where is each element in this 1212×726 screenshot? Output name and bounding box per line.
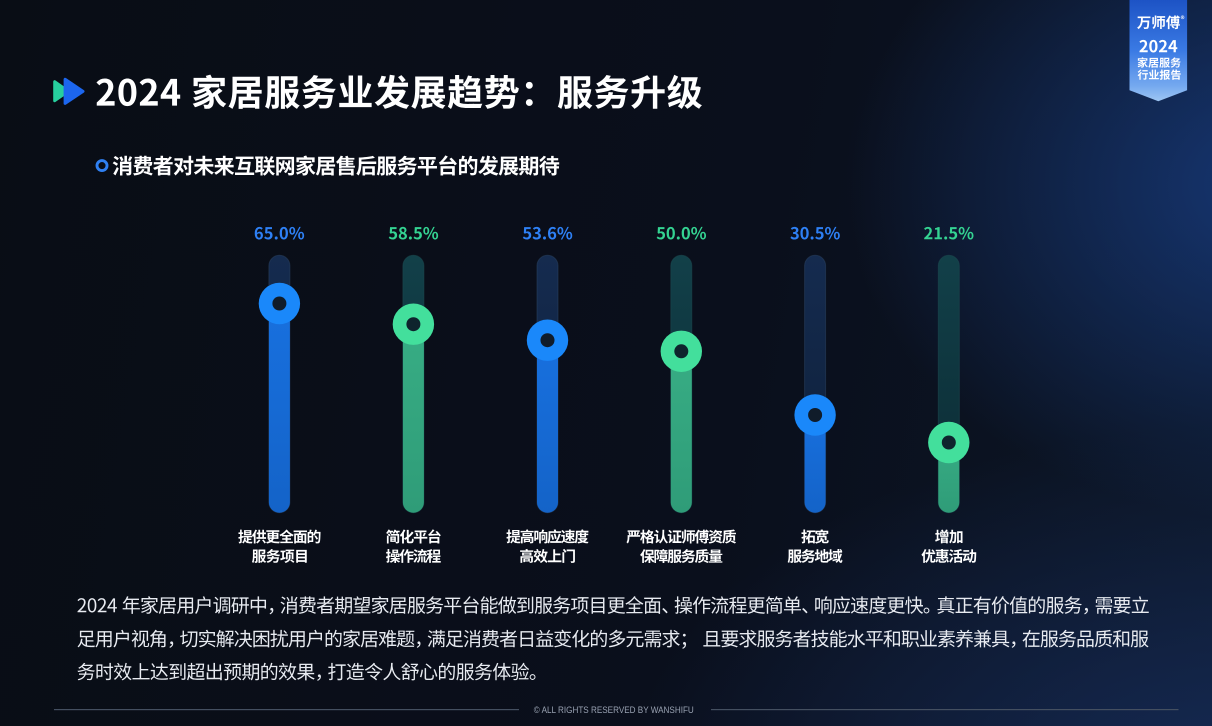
svg-text:© ALL RIGHTS RESERVED BY WANSH: © ALL RIGHTS RESERVED BY WANSHIFU: [534, 705, 694, 715]
